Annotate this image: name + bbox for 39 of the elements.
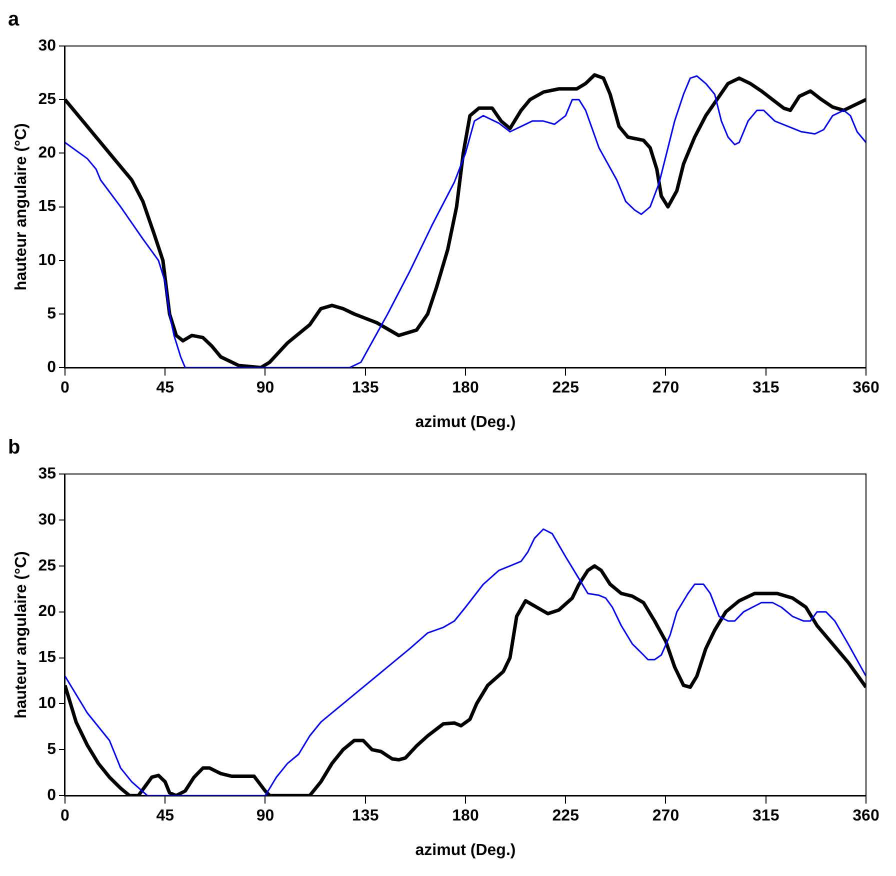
x-tick-label: 90 bbox=[256, 808, 274, 825]
y-tick-label: 25 bbox=[38, 91, 56, 108]
y-tick-label: 30 bbox=[38, 511, 56, 528]
y-tick-label: 20 bbox=[38, 144, 56, 162]
y-axis-title: hauteur angulaire (°C) bbox=[13, 551, 30, 718]
x-axis-title: azimut (Deg.) bbox=[415, 842, 516, 859]
x-tick-label: 270 bbox=[652, 380, 680, 397]
x-tick-label: 225 bbox=[552, 380, 580, 397]
y-tick-label: 25 bbox=[38, 557, 56, 574]
x-tick-label: 0 bbox=[60, 808, 70, 825]
y-tick-label: 5 bbox=[47, 741, 56, 758]
y-tick-label: 15 bbox=[38, 198, 56, 216]
y-tick-label: 30 bbox=[38, 37, 56, 54]
x-tick-label: 360 bbox=[852, 380, 880, 397]
y-tick-label: 15 bbox=[38, 649, 56, 666]
x-tick-label: 315 bbox=[752, 380, 780, 397]
y-tick-label: 20 bbox=[38, 603, 56, 620]
y-tick-label: 35 bbox=[38, 465, 56, 482]
x-tick-label: 315 bbox=[752, 808, 780, 825]
y-tick-label: 0 bbox=[47, 787, 56, 804]
y-tick-label: 0 bbox=[47, 359, 56, 376]
x-tick-label: 135 bbox=[352, 808, 379, 825]
y-tick-label: 10 bbox=[38, 695, 56, 712]
y-tick-label: 5 bbox=[47, 305, 56, 322]
x-tick-label: 180 bbox=[452, 808, 479, 825]
x-axis-title: azimut (Deg.) bbox=[415, 414, 516, 431]
x-tick-label: 180 bbox=[452, 380, 479, 397]
x-tick-label: 45 bbox=[156, 380, 174, 397]
y-axis-title: hauteur angulaire (°C) bbox=[13, 123, 30, 290]
chart-title: a bbox=[8, 8, 20, 31]
x-tick-label: 360 bbox=[852, 808, 880, 825]
chart-title: b bbox=[8, 436, 20, 459]
x-tick-label: 225 bbox=[552, 808, 580, 825]
x-tick-label: 135 bbox=[352, 380, 379, 397]
x-tick-label: 270 bbox=[652, 808, 680, 825]
x-tick-label: 90 bbox=[256, 380, 274, 397]
y-tick-label: 10 bbox=[38, 252, 56, 269]
x-tick-label: 45 bbox=[156, 808, 174, 825]
x-tick-label: 0 bbox=[60, 380, 70, 397]
